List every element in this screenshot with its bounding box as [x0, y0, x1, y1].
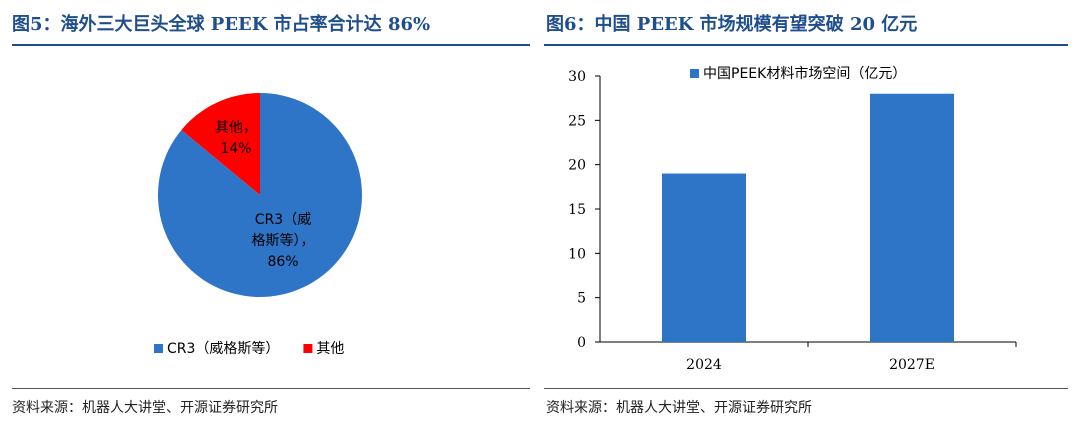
y-tick-label-0: 0: [577, 335, 586, 351]
figure-6-title: 图6：中国 PEEK 市场规模有望突破 20 亿元: [546, 14, 918, 35]
figure-5-panel: 图5：海外三大巨头全球 PEEK 市占率合计达 86% CR3（威格斯等）， 86…: [0, 0, 530, 429]
x-tick-label-1: 2027E: [889, 357, 935, 373]
pie-slice-label-1: 其他， 14%: [215, 120, 257, 157]
pie-slice-1: [181, 93, 260, 195]
figure-5-title-rule: [12, 44, 530, 46]
y-tick-label-6: 30: [568, 69, 586, 85]
figure-6-source: 资料来源：机器人大讲堂、开源证券研究所: [546, 400, 812, 416]
bar-0: [662, 173, 746, 342]
figure-5-title: 图5：海外三大巨头全球 PEEK 市占率合计达 86%: [12, 14, 431, 35]
bar-1: [870, 93, 954, 342]
bar-legend-swatch: [690, 69, 699, 78]
y-tick-label-5: 25: [568, 113, 586, 129]
x-tick-label-0: 2024: [686, 357, 722, 373]
pie-legend-swatch-1: [303, 344, 313, 353]
bar-legend-label: 中国PEEK材料市场空间（亿元）: [703, 65, 906, 82]
y-tick-label-1: 5: [577, 291, 586, 307]
figure-5-source: 资料来源：机器人大讲堂、开源证券研究所: [12, 400, 278, 416]
figure-6-panel: 图6：中国 PEEK 市场规模有望突破 20 亿元 0 5 10 15 20 25 30 20…: [544, 0, 1080, 429]
pie-legend-label-0: CR3（威格斯等）: [167, 340, 279, 357]
bar-chart: 0 5 10 15 20 25 30 2024 2027E 中国PEEK材料市场空间（亿元）: [568, 65, 1017, 373]
pie-slice-label-0: CR3（威格斯等）， 86%: [252, 212, 315, 270]
figure-6-source-rule: [544, 388, 1068, 389]
pie-chart: CR3（威格斯等）， 86% 其他， 14% CR3（威格斯等） 其他: [154, 93, 362, 357]
figure-6-title-rule: [544, 44, 1068, 46]
pie-legend-swatch-0: [154, 344, 163, 353]
y-tick-label-2: 10: [568, 246, 586, 262]
y-tick-label-4: 20: [568, 158, 586, 174]
figure-5-source-rule: [12, 388, 530, 389]
pie-legend-label-1: 其他: [316, 341, 344, 357]
y-tick-label-3: 15: [568, 202, 586, 218]
